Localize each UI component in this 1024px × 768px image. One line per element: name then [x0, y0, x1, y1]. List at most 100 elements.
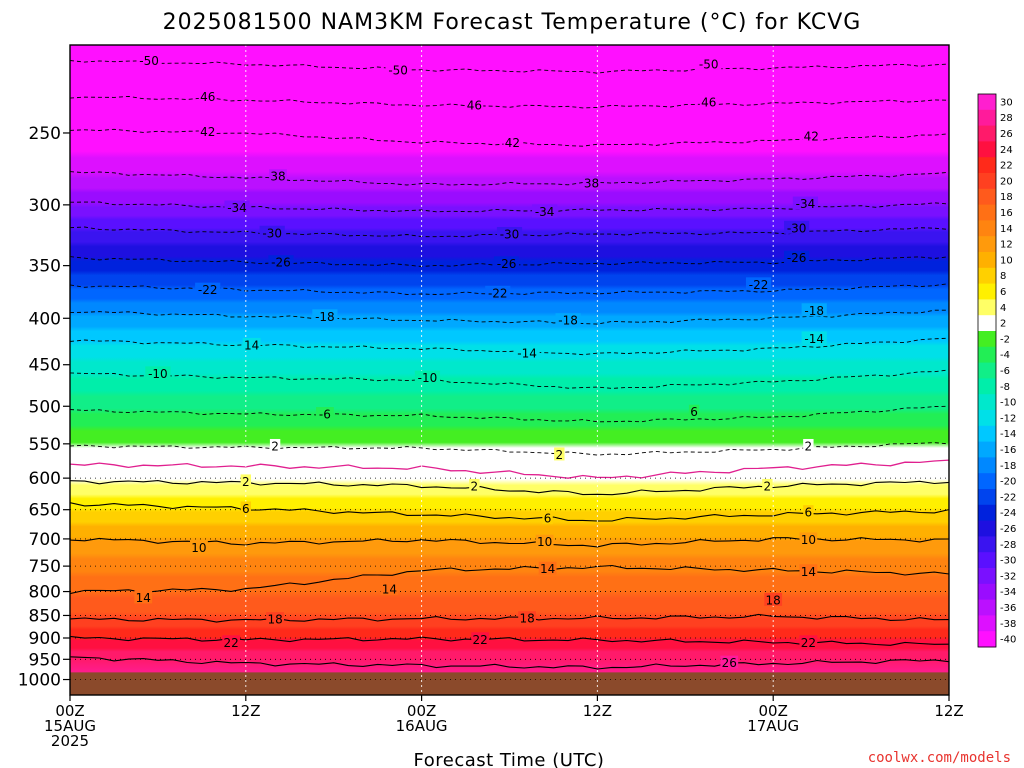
isotherm-line — [70, 480, 949, 496]
contour-label-background — [542, 511, 553, 525]
contour-label-text: 22 — [224, 636, 239, 650]
contour-label-text: 46 — [200, 90, 215, 104]
colorbar-tick-label: -10 — [1000, 398, 1016, 409]
contour-label-text: -50 — [388, 63, 408, 77]
contour-label-background — [385, 62, 411, 76]
colorbar-swatch — [978, 378, 996, 395]
colorbar-swatch — [978, 536, 996, 553]
contour-label-text: 14 — [382, 583, 397, 597]
colorbar-swatch — [978, 220, 996, 237]
contour-label-background — [190, 540, 208, 554]
contour-label-text: 42 — [505, 136, 520, 150]
contour-label: 14 — [538, 561, 557, 576]
contour-label-background — [198, 124, 217, 138]
contour-label: 2 — [803, 438, 814, 453]
contour-label: -22 — [745, 277, 772, 292]
contour-label-text: 18 — [766, 593, 781, 607]
colorbar-tick-label: -18 — [1000, 461, 1016, 472]
contour-label-text: 2 — [805, 439, 813, 453]
contour-label-background — [198, 89, 217, 103]
colorbar-tick-label: -24 — [1000, 508, 1016, 519]
contour-label-text: 2 — [271, 439, 279, 453]
temperature-field — [70, 45, 949, 695]
contour-label-background — [380, 582, 399, 596]
credit-link[interactable]: coolwx.com/models — [868, 750, 1011, 766]
contour-labels: -50 -50 -50 46 46 46 42 42 42 38 38 -34 -34 -34 -30 -30… — [134, 53, 827, 670]
colorbar-swatch — [978, 94, 996, 111]
colorbar-swatch — [978, 615, 996, 632]
contour-label: -50 — [136, 53, 162, 68]
y-tick-label: 350 — [29, 257, 61, 277]
colorbar-swatch — [978, 173, 996, 190]
colorbar-tick-label: -8 — [1000, 382, 1010, 393]
contour-label-background — [688, 404, 700, 418]
contour-label-background — [224, 200, 250, 214]
contour-label-background — [469, 478, 480, 492]
colorbar-swatch — [978, 441, 996, 458]
pressure-axis: 250 300 350 400 450 500 550 600 650 700 750 800 850 9… — [18, 124, 70, 691]
colorbar-swatch — [978, 236, 996, 253]
colorbar-tick-label: 10 — [1000, 255, 1013, 266]
colorbar-swatch — [978, 489, 996, 506]
colorbar-tick-label: 24 — [1000, 145, 1013, 156]
contour-label-background — [801, 303, 827, 317]
contour-label: 46 — [198, 89, 217, 104]
contour-label-text: -18 — [315, 310, 335, 324]
contour-label-text: -22 — [198, 283, 218, 297]
colorbar-swatch — [978, 283, 996, 300]
contour-label: 18 — [266, 612, 284, 627]
colorbar-tick-label: 14 — [1000, 224, 1013, 235]
contour-label-background — [802, 129, 821, 143]
contour-label: -50 — [696, 57, 722, 72]
isotherm-line — [70, 656, 949, 670]
colorbar-tick-label: 20 — [1000, 176, 1013, 187]
contour-label-text: 14 — [244, 338, 259, 352]
contour-label: -18 — [801, 303, 827, 318]
colorbar-swatch — [978, 394, 996, 411]
contour-label-text: 6 — [805, 506, 813, 520]
colorbar-tick-label: 16 — [1000, 208, 1013, 219]
contour-label: 22 — [799, 635, 818, 650]
colorbar-tick-label: -12 — [1000, 413, 1016, 424]
contour-label: 2 — [762, 478, 773, 493]
contour-label-text: -30 — [262, 226, 282, 240]
y-tick-label: 1000 — [18, 671, 61, 691]
chart-title: 2025081500 NAM3KM Forecast Temperature (… — [163, 10, 862, 35]
x-axis-label: Forecast Time (UTC) — [414, 750, 605, 768]
contour-label-background — [582, 176, 601, 190]
contour-label: -18 — [312, 309, 338, 324]
contour-label-background — [316, 407, 334, 421]
contour-label-text: 26 — [722, 656, 737, 670]
contour-label-background — [799, 635, 818, 649]
contour-label-background — [784, 250, 810, 264]
contour-label: 2 — [240, 474, 251, 489]
colorbar-tick-label: -16 — [1000, 445, 1016, 456]
contour-label: -14 — [801, 331, 827, 346]
y-tick-label: 850 — [29, 606, 61, 626]
contour-label-background — [535, 534, 554, 548]
y-tick-label: 300 — [29, 196, 61, 216]
colorbar-swatch — [978, 109, 996, 127]
colorbar-legend: 30 28 26 24 22 20 18 16 14 12 10 8 6 4 2 -2 -4 -6 -8 -10 -12… — [977, 93, 1016, 648]
contour-label-text: -26 — [497, 257, 517, 271]
isotherm-line — [70, 442, 949, 456]
contour-label: 2 — [554, 447, 565, 462]
colorbar-tick-label: 6 — [1000, 287, 1006, 298]
contour-label-background — [269, 438, 281, 452]
colorbar-swatch — [978, 315, 996, 332]
contour-label-text: 46 — [467, 99, 482, 113]
colorbar-tick-label: 4 — [1000, 303, 1006, 314]
contour-label: -30 — [259, 225, 285, 240]
contour-label-background — [762, 478, 773, 492]
contour-label-text: -18 — [804, 304, 824, 318]
contour-label-text: -14 — [804, 332, 824, 346]
y-tick-label: 400 — [29, 309, 61, 329]
contour-label: 14 — [242, 337, 261, 352]
colorbar-swatch — [978, 157, 996, 174]
colorbar-tick-label: 30 — [1000, 97, 1013, 108]
plot-frame — [69, 44, 950, 696]
contour-label-background — [538, 561, 557, 575]
isotherm-line — [70, 171, 949, 186]
isotherm-line — [70, 337, 949, 356]
